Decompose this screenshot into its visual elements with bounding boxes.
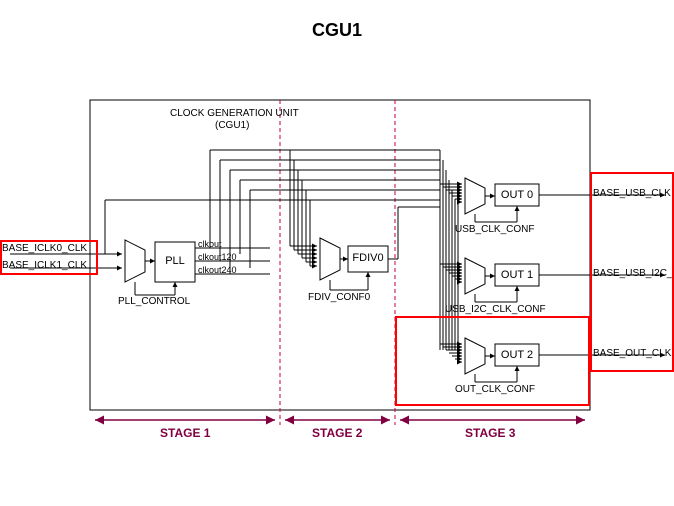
- out1-conf: USB_I2C_CLK_CONF: [445, 304, 546, 315]
- redbox-out2: [395, 316, 590, 406]
- subtitle-l2: (CGU1): [215, 120, 249, 131]
- redbox-outputs: [590, 172, 674, 372]
- fdiv-conf-label: FDIV_CONF0: [308, 292, 370, 303]
- out0-label: OUT 0: [497, 189, 537, 201]
- out1-label: OUT 1: [497, 269, 537, 281]
- fdiv-label: FDIV0: [349, 252, 387, 264]
- pll-ctrl-label: PLL_CONTROL: [118, 296, 190, 307]
- pll-label: PLL: [160, 255, 190, 267]
- out0-conf: USB_CLK_CONF: [455, 224, 534, 235]
- clkout240-label: clkout240: [198, 265, 237, 275]
- stage1-label: STAGE 1: [160, 426, 210, 440]
- subtitle-l1: CLOCK GENERATION UNIT: [170, 108, 299, 119]
- stage2-label: STAGE 2: [312, 426, 362, 440]
- clkout-label: clkout: [198, 239, 222, 249]
- clkout120-label: clkout120: [198, 252, 237, 262]
- redbox-inputs: [0, 240, 98, 275]
- stage3-label: STAGE 3: [465, 426, 515, 440]
